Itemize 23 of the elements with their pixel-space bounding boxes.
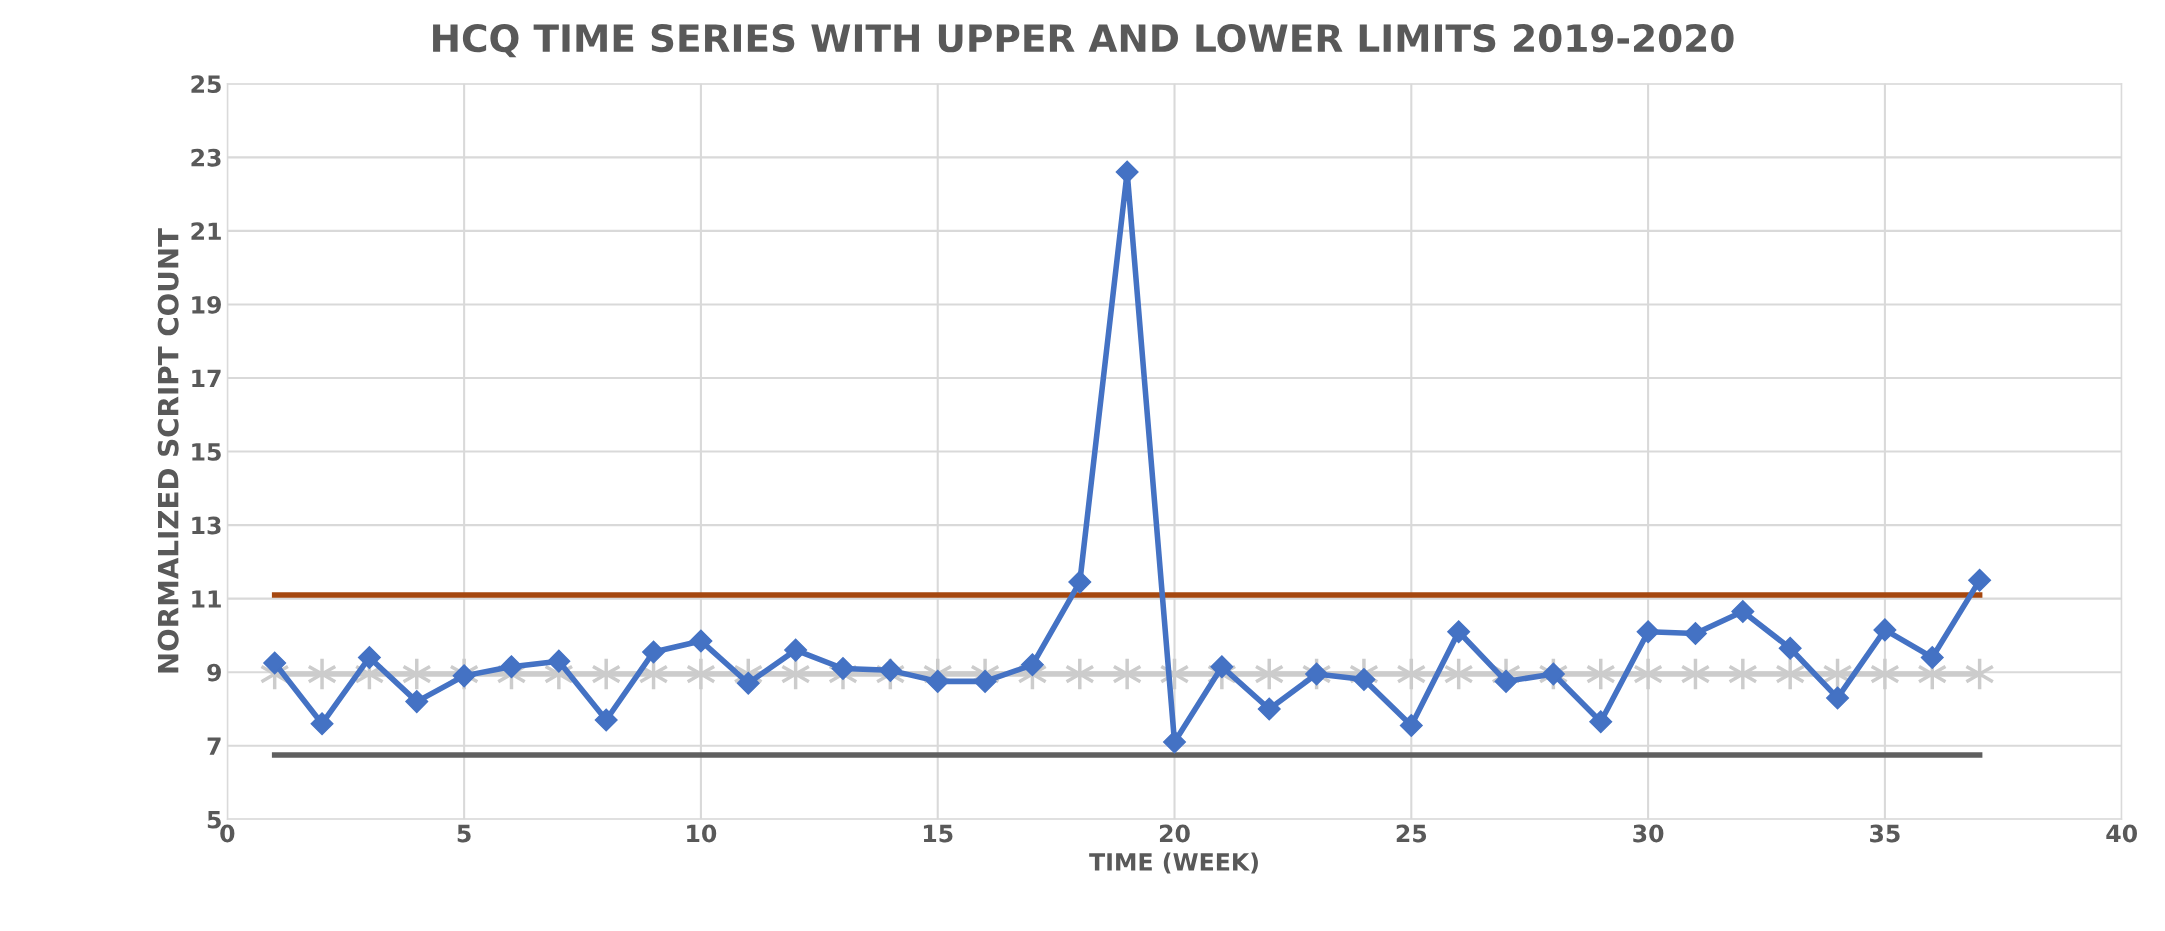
x-tick-label: 40 <box>2106 824 2137 843</box>
y-tick-label: 7 <box>207 737 221 755</box>
x-tick-label: 20 <box>1159 824 1190 843</box>
y-axis-title: NORMALIZED SCRIPT COUNT <box>157 228 179 673</box>
y-tick-label: 19 <box>192 295 221 314</box>
y-tick-label: 25 <box>191 75 221 94</box>
y-tick-label: 15 <box>192 443 221 461</box>
y-tick-label: 11 <box>192 590 221 608</box>
y-tick-label: 21 <box>191 222 221 240</box>
x-tick-label: 5 <box>457 824 471 843</box>
x-axis-title: TIME (WEEK) <box>1089 852 1258 874</box>
x-tick-label: 10 <box>687 824 717 843</box>
y-tick-label: 23 <box>191 148 221 167</box>
x-tick-label: 0 <box>220 824 235 843</box>
x-tick-label: 35 <box>1870 824 1900 843</box>
y-tick-label: 5 <box>207 811 221 829</box>
x-tick-label: 15 <box>923 824 953 843</box>
y-tick-label: 13 <box>192 516 221 535</box>
chart-title: HCQ TIME SERIES WITH UPPER AND LOWER LIMITS 2019-2020 <box>433 23 1734 58</box>
y-tick-label: 9 <box>207 663 221 682</box>
y-tick-label: 17 <box>192 369 221 387</box>
x-tick-label: 30 <box>1633 824 1664 843</box>
x-tick-label: 25 <box>1396 824 1427 843</box>
